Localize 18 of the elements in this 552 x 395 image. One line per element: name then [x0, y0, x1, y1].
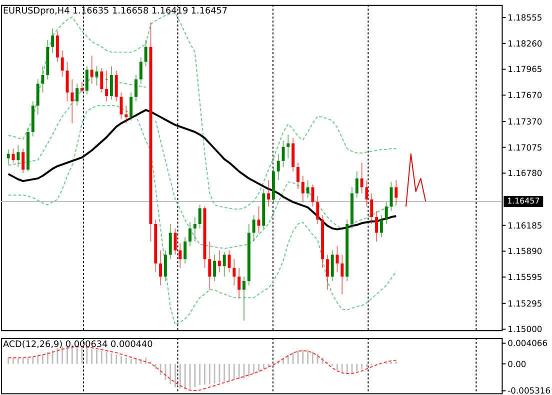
chart-title: EURUSDpro,H4 1.16635 1.16658 1.16419 1.16457 — [2, 6, 228, 17]
y-tick-label: 1.17670 — [508, 90, 542, 100]
y-tick-label: -0.005316 — [508, 386, 551, 395]
y-tick-label: 0.004066 — [508, 338, 548, 348]
y-tick-label: 1.15000 — [508, 324, 542, 334]
y-tick-label: 1.15890 — [508, 246, 542, 256]
y-tick-label: 1.17075 — [508, 142, 542, 152]
y-tick-label: 0.00 — [508, 358, 526, 369]
ref-line-label: 1.16457 — [507, 196, 540, 206]
y-tick-label: 1.18260 — [508, 38, 542, 48]
y-tick-label: 1.17965 — [508, 64, 542, 74]
chart-title: ACD(12,26,9) 0.000634 0.000440 — [2, 340, 154, 350]
y-tick-label: 1.18555 — [508, 12, 542, 23]
y-tick-label: 1.16780 — [508, 168, 542, 178]
y-tick-label: 1.17370 — [508, 116, 542, 126]
y-tick-label: 1.15295 — [508, 298, 542, 308]
y-tick-label: 1.15595 — [508, 272, 542, 282]
y-tick-label: 1.16185 — [508, 220, 542, 230]
